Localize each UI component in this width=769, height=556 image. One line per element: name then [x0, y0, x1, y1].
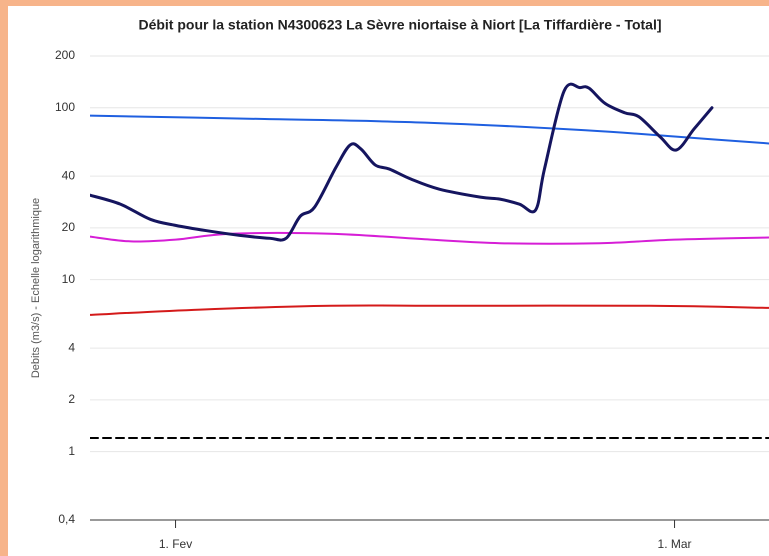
y-tick-label: 4 — [68, 340, 75, 354]
frame-left — [0, 0, 8, 556]
series-line — [90, 82, 714, 242]
y-tick-label: 40 — [62, 168, 76, 182]
y-tick-label: 0,4 — [58, 512, 75, 526]
x-tick-label: 1. Fev — [159, 537, 192, 551]
y-tick-label: 1 — [68, 444, 75, 458]
y-tick-label: 10 — [62, 272, 76, 286]
y-tick-label: 100 — [55, 100, 75, 114]
chart-title: Débit pour la station N4300623 La Sèvre … — [138, 17, 661, 33]
y-tick-label: 20 — [62, 220, 76, 234]
frame-top — [0, 0, 769, 6]
x-tick-label: 1. Mar — [658, 537, 692, 551]
series-line — [90, 232, 769, 245]
y-tick-label: 2 — [68, 392, 75, 406]
series-line — [90, 114, 769, 145]
series-line — [90, 304, 769, 316]
y-axis-label: Debits (m3/s) - Echelle logarithmique — [30, 198, 42, 378]
y-tick-label: 200 — [55, 48, 75, 62]
